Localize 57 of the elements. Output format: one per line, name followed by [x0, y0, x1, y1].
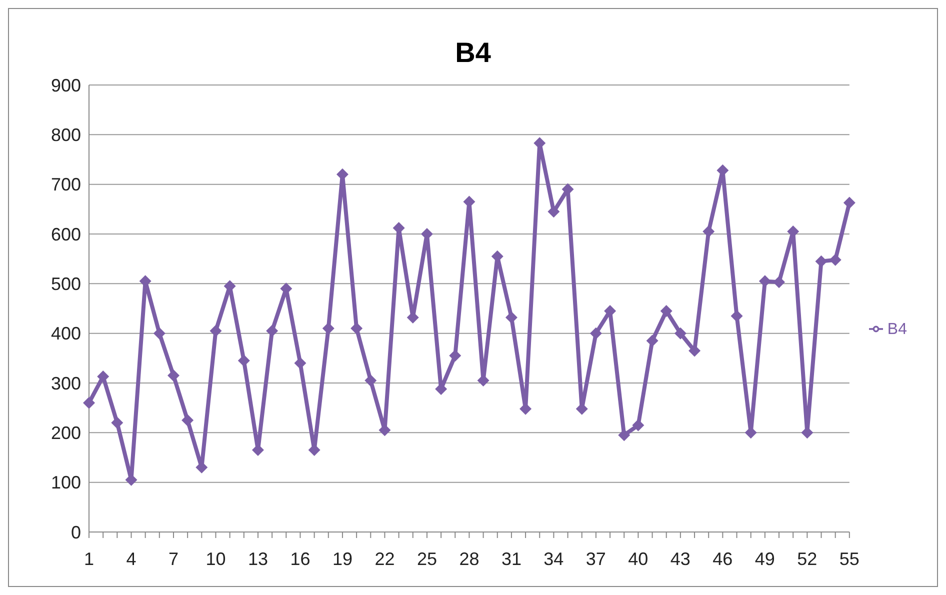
y-tick-label: 500 — [50, 274, 81, 294]
point — [815, 255, 828, 268]
point — [210, 324, 222, 337]
y-tick-label: 200 — [50, 423, 81, 444]
point — [829, 254, 842, 266]
point — [730, 310, 743, 322]
x-tick-label: 25 — [416, 548, 437, 569]
point — [646, 334, 658, 347]
x-tick-label: 37 — [586, 548, 606, 569]
point — [505, 311, 518, 324]
point — [364, 374, 377, 387]
x-tick-label: 19 — [332, 548, 352, 569]
x-tick-label: 13 — [248, 548, 268, 569]
x-tick-label: 46 — [712, 548, 733, 569]
point — [322, 322, 334, 334]
point — [350, 322, 363, 334]
point — [590, 327, 602, 340]
x-tick-label: 28 — [459, 548, 480, 569]
y-tick-label: 700 — [50, 174, 81, 195]
point — [632, 419, 644, 432]
y-tick-label: 400 — [50, 324, 81, 344]
x-tick-label: 22 — [374, 548, 395, 569]
x-tick-label: 49 — [754, 548, 775, 569]
point — [83, 396, 95, 409]
x-tick-label: 4 — [126, 548, 136, 569]
chart-title: B4 — [454, 37, 492, 70]
y-tick-label: 900 — [50, 75, 81, 96]
y-tick-label: 0 — [70, 522, 81, 542]
point — [660, 304, 672, 317]
y-tick-label: 100 — [50, 472, 81, 493]
point — [111, 416, 124, 429]
x-tick-label: 40 — [628, 548, 648, 569]
point — [153, 327, 166, 340]
x-tick-label: 34 — [544, 548, 564, 569]
x-tick-label: 52 — [797, 548, 818, 569]
point — [167, 370, 180, 382]
x-tick-label: 55 — [839, 548, 860, 569]
y-tick-label: 300 — [50, 373, 81, 394]
point — [618, 429, 630, 442]
point — [294, 357, 306, 370]
x-tick-label: 7 — [168, 548, 178, 569]
x-tick-label: 31 — [501, 548, 522, 569]
point — [674, 327, 686, 340]
y-tick-label: 600 — [50, 224, 81, 244]
point — [266, 324, 278, 337]
point — [449, 350, 462, 362]
point — [843, 196, 856, 209]
point — [773, 276, 786, 288]
x-tick-label: 1 — [84, 548, 94, 569]
x-tick-label: 43 — [670, 548, 690, 569]
legend-label: B4 — [887, 320, 907, 338]
point — [97, 370, 110, 383]
point — [238, 354, 250, 367]
y-tick-label: 800 — [50, 125, 81, 146]
point — [182, 414, 194, 426]
x-tick-label: 10 — [206, 548, 226, 569]
x-tick-label: 16 — [290, 548, 310, 569]
